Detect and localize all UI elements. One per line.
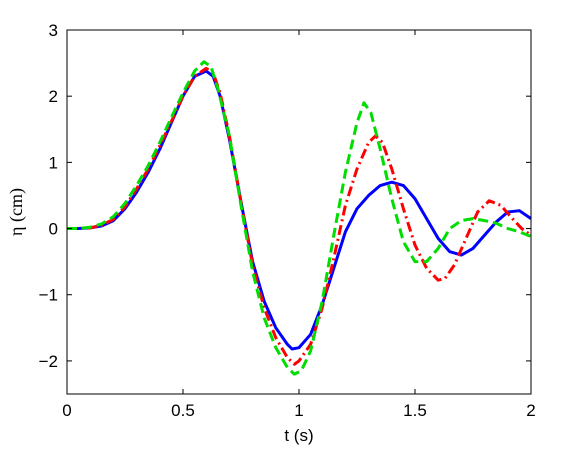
series-layer — [67, 60, 532, 376]
y-tick-label: −1 — [39, 286, 58, 305]
series-line-3 — [67, 60, 532, 376]
x-tick-label: 2 — [526, 401, 535, 420]
x-axis-label: t (s) — [284, 426, 313, 445]
x-tick-label: 0.5 — [171, 401, 195, 420]
ticks-layer: 0 0.5 1 1.5 2 −2 −1 0 1 2 3 — [39, 21, 536, 420]
y-tick-label: 0 — [49, 220, 58, 239]
x-tick-label: 1.5 — [403, 401, 427, 420]
y-tick-label: −2 — [39, 352, 58, 371]
series-line-1 — [67, 69, 532, 351]
plot-frame — [66, 29, 532, 395]
x-tick-label: 0 — [62, 401, 71, 420]
y-tick-label: 1 — [49, 153, 58, 172]
series-line-2 — [67, 66, 532, 366]
y-axis-label: η (cm) — [6, 188, 27, 236]
x-tick-label: 1 — [294, 401, 303, 420]
y-tick-label: 2 — [49, 87, 58, 106]
y-tick-label: 3 — [49, 21, 58, 40]
